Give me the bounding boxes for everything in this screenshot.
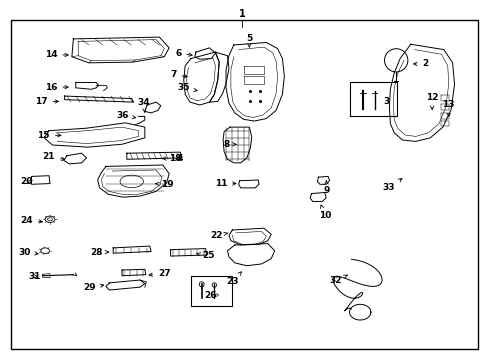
Text: 24: 24 — [20, 216, 42, 225]
Text: 23: 23 — [226, 272, 241, 286]
Text: 29: 29 — [83, 283, 103, 292]
Text: 3: 3 — [382, 97, 388, 106]
Text: 18: 18 — [163, 154, 181, 163]
Text: 21: 21 — [42, 152, 65, 161]
Text: 34: 34 — [137, 98, 149, 112]
Text: 9: 9 — [324, 181, 330, 195]
Text: 16: 16 — [45, 83, 68, 92]
Text: 22: 22 — [210, 231, 228, 240]
Text: 36: 36 — [116, 111, 135, 120]
Text: 13: 13 — [442, 100, 454, 117]
Bar — [350, 82, 396, 116]
Text: 6: 6 — [175, 49, 192, 58]
Text: 11: 11 — [215, 179, 235, 188]
Text: 25: 25 — [196, 251, 214, 260]
Text: 35: 35 — [177, 83, 197, 92]
Text: 33: 33 — [382, 179, 401, 192]
Text: 26: 26 — [204, 291, 216, 300]
Text: 28: 28 — [90, 248, 108, 257]
Text: 4: 4 — [176, 154, 183, 163]
Text: 31: 31 — [28, 272, 41, 281]
Text: 7: 7 — [170, 70, 187, 79]
Text: 32: 32 — [328, 275, 346, 285]
Text: 2: 2 — [413, 59, 427, 68]
Text: 27: 27 — [149, 269, 170, 278]
Text: 1: 1 — [238, 9, 245, 19]
Text: 19: 19 — [155, 180, 174, 189]
Text: 10: 10 — [318, 205, 330, 220]
Bar — [191, 276, 232, 306]
Text: 17: 17 — [35, 97, 59, 106]
Text: 30: 30 — [18, 248, 38, 257]
Text: 12: 12 — [425, 93, 438, 109]
Text: 15: 15 — [38, 131, 61, 140]
Text: 5: 5 — [246, 35, 252, 47]
Text: 8: 8 — [223, 140, 236, 149]
Text: 20: 20 — [20, 177, 32, 186]
Text: 14: 14 — [44, 50, 68, 59]
